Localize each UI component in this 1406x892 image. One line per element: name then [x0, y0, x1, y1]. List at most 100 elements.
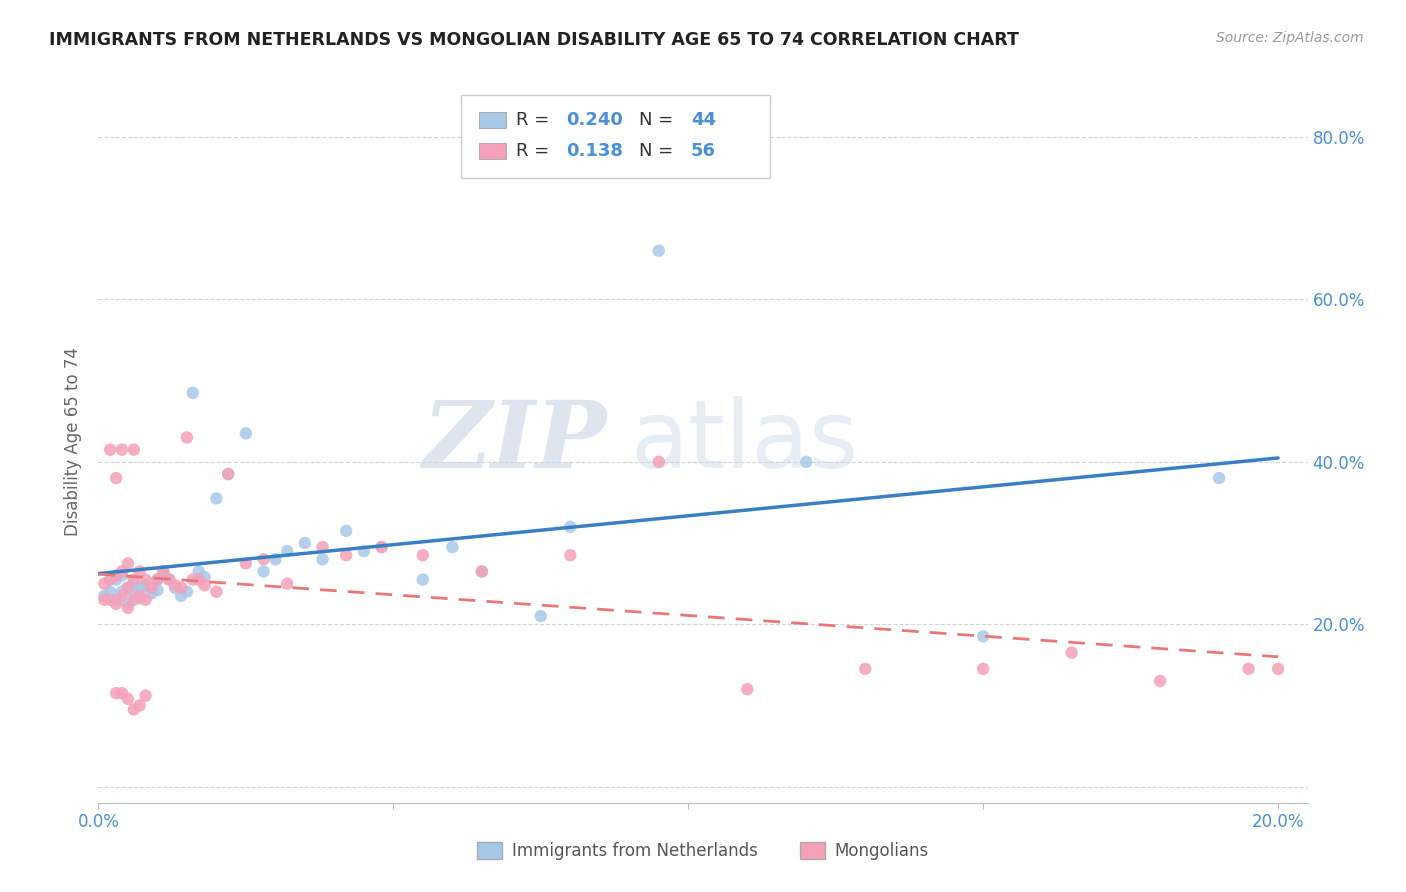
Point [117, 601, 139, 615]
Point [105, 471, 128, 485]
Point [152, 565, 174, 579]
Point [135, 689, 157, 703]
Point [648, 244, 671, 258]
Point [294, 536, 316, 550]
Point [117, 581, 139, 595]
Point [146, 583, 169, 598]
Point [122, 576, 145, 591]
Point [135, 592, 157, 607]
Point [105, 573, 128, 587]
Point [93, 576, 115, 591]
Text: atlas: atlas [630, 395, 859, 488]
Point [146, 573, 169, 587]
Point [111, 442, 134, 457]
Point [194, 578, 217, 592]
Point [176, 430, 198, 444]
Point [122, 702, 145, 716]
Point [170, 589, 193, 603]
Point [530, 609, 553, 624]
Text: Source: ZipAtlas.com: Source: ZipAtlas.com [1216, 31, 1364, 45]
Text: N =: N = [638, 142, 679, 160]
Point [111, 589, 134, 603]
FancyBboxPatch shape [479, 143, 506, 159]
Point [128, 565, 150, 579]
Text: ZIP: ZIP [422, 397, 606, 486]
Point [735, 682, 758, 697]
Text: 0.138: 0.138 [567, 142, 623, 160]
Point [122, 592, 145, 607]
Point [353, 544, 375, 558]
Point [335, 548, 357, 562]
Point [98, 592, 121, 607]
Point [1208, 471, 1230, 485]
Point [105, 568, 128, 582]
Point [181, 573, 204, 587]
Point [122, 586, 145, 600]
FancyBboxPatch shape [461, 95, 769, 178]
Point [311, 540, 333, 554]
Point [264, 552, 287, 566]
Point [471, 565, 494, 579]
Point [128, 698, 150, 713]
Point [117, 557, 139, 571]
Point [1267, 662, 1289, 676]
Point [794, 455, 817, 469]
Point [1060, 646, 1083, 660]
Text: IMMIGRANTS FROM NETHERLANDS VS MONGOLIAN DISABILITY AGE 65 TO 74 CORRELATION CHA: IMMIGRANTS FROM NETHERLANDS VS MONGOLIAN… [49, 31, 1019, 49]
Point [128, 589, 150, 603]
Point [122, 573, 145, 587]
Point [441, 540, 464, 554]
Legend: Immigrants from Netherlands, Mongolians: Immigrants from Netherlands, Mongolians [471, 835, 935, 867]
Point [93, 589, 115, 603]
Point [252, 552, 274, 566]
Point [560, 520, 582, 534]
Text: N =: N = [638, 111, 679, 129]
Point [972, 662, 994, 676]
Text: R =: R = [516, 142, 561, 160]
Point [176, 584, 198, 599]
Point [98, 573, 121, 587]
Point [135, 573, 157, 587]
Point [412, 548, 434, 562]
Point [252, 565, 274, 579]
Point [111, 565, 134, 579]
Point [187, 573, 209, 587]
Point [170, 581, 193, 595]
Point [111, 584, 134, 599]
Point [1149, 673, 1171, 688]
Point [122, 442, 145, 457]
Text: R =: R = [516, 111, 554, 129]
Point [412, 573, 434, 587]
Text: 44: 44 [690, 111, 716, 129]
FancyBboxPatch shape [479, 112, 506, 128]
Point [111, 686, 134, 700]
Point [235, 557, 257, 571]
Point [105, 686, 128, 700]
Point [972, 629, 994, 643]
Point [152, 565, 174, 579]
Point [141, 581, 163, 595]
Point [335, 524, 357, 538]
Point [187, 565, 209, 579]
Point [181, 385, 204, 400]
Point [128, 583, 150, 598]
Point [105, 597, 128, 611]
Point [157, 573, 180, 587]
Point [471, 565, 494, 579]
Point [117, 597, 139, 611]
Point [98, 584, 121, 599]
Point [111, 568, 134, 582]
Point [157, 573, 180, 587]
Point [93, 592, 115, 607]
Point [105, 592, 128, 607]
Point [853, 662, 876, 676]
Point [165, 581, 187, 595]
Point [141, 586, 163, 600]
Point [205, 491, 228, 506]
Y-axis label: Disability Age 65 to 74: Disability Age 65 to 74 [65, 347, 83, 536]
Text: 0.240: 0.240 [567, 111, 623, 129]
Point [165, 578, 187, 592]
Point [370, 540, 392, 554]
Point [146, 573, 169, 587]
Point [117, 692, 139, 706]
